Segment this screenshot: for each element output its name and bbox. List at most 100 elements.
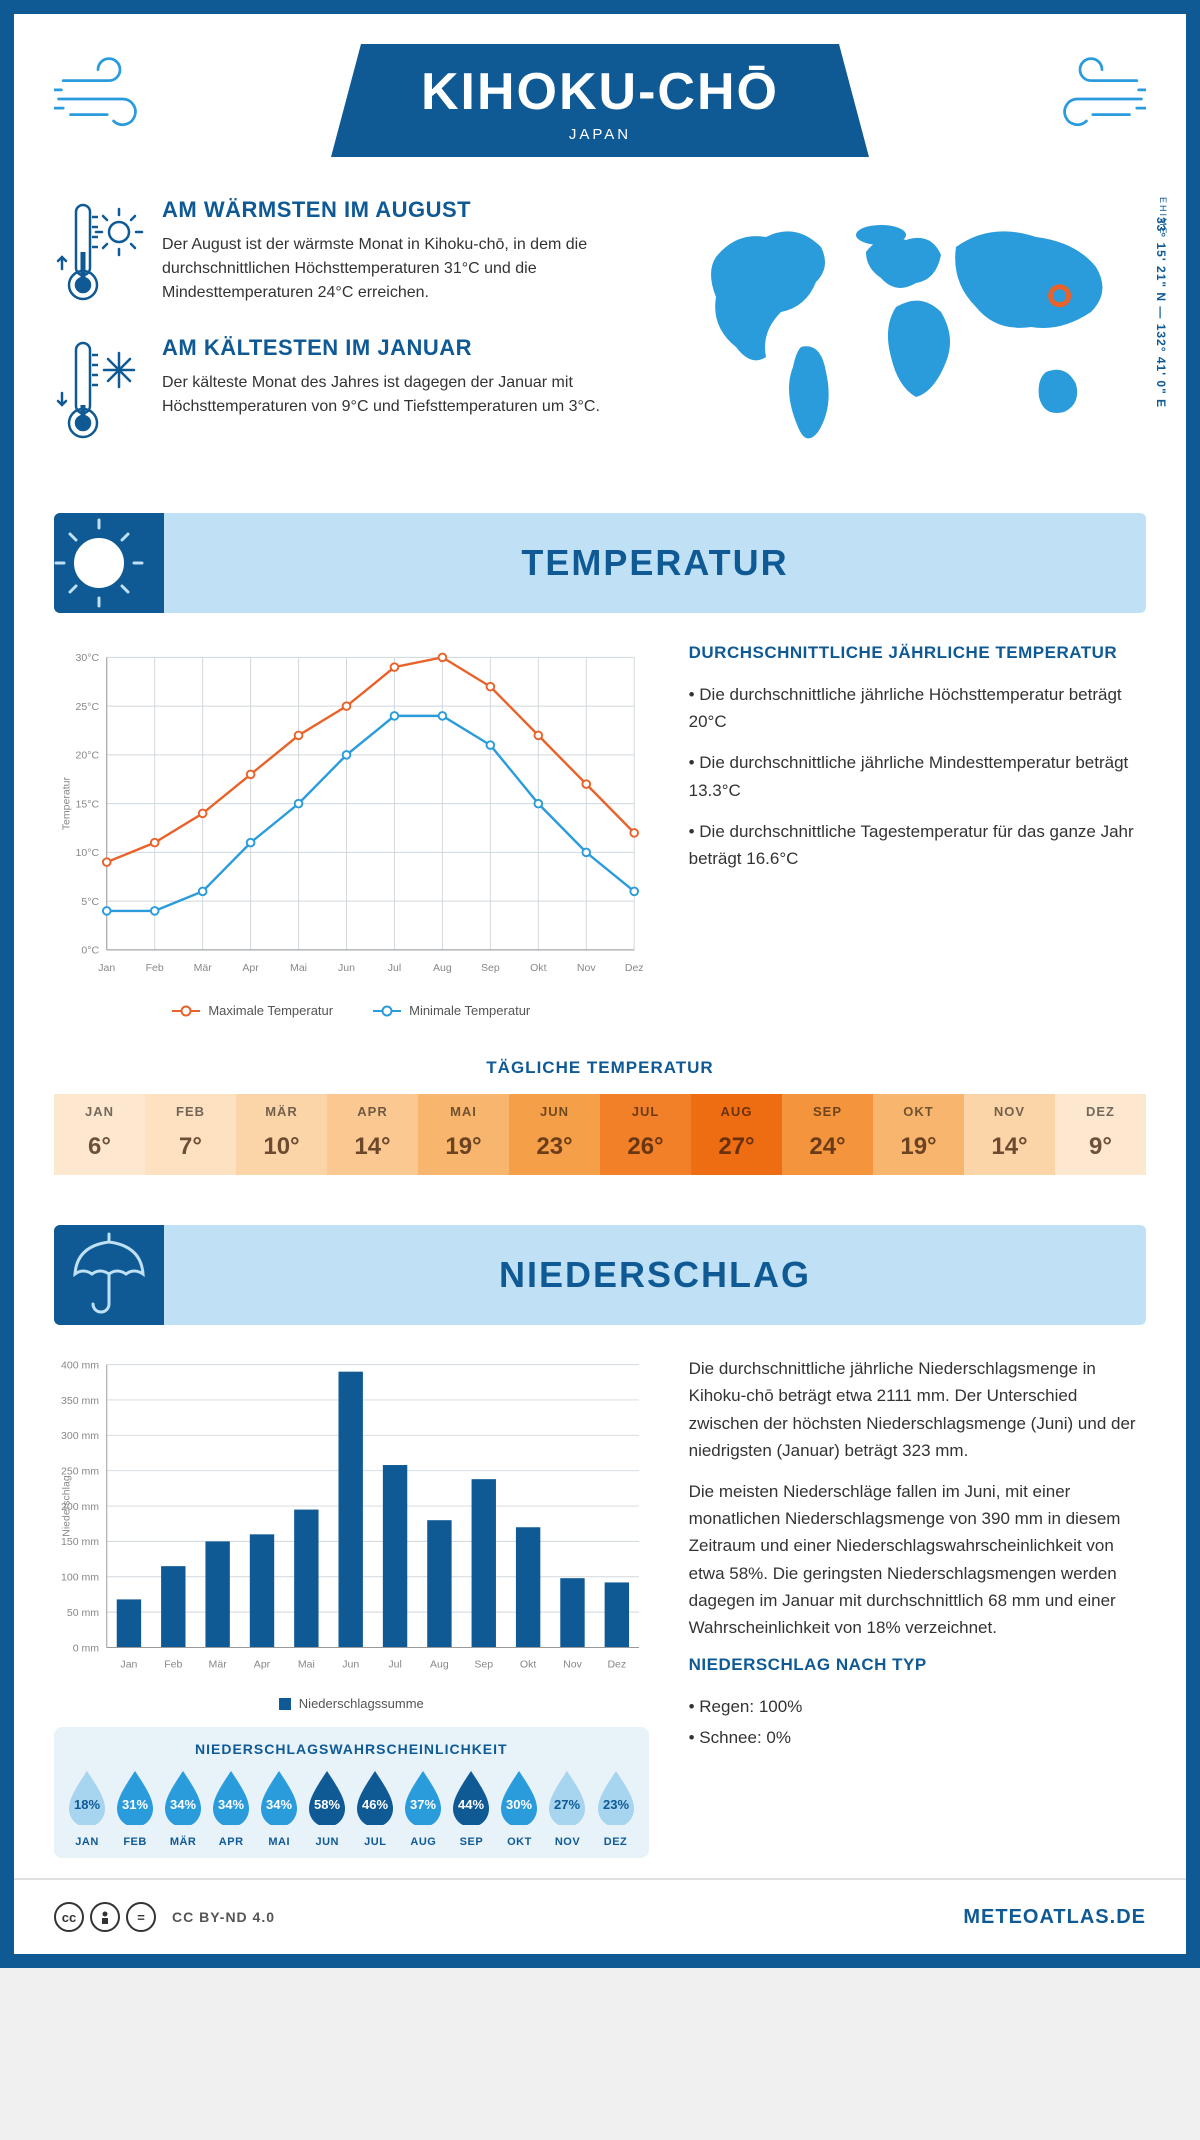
svg-text:Feb: Feb	[146, 962, 164, 974]
drop-cell: 34% APR	[208, 1769, 254, 1848]
footer: cc = CC BY-ND 4.0 METEOATLAS.DE	[14, 1878, 1186, 1954]
drop-cell: 31% FEB	[112, 1769, 158, 1848]
svg-text:10°C: 10°C	[76, 847, 100, 859]
svg-text:46%: 46%	[362, 1797, 388, 1812]
svg-text:Dez: Dez	[607, 1659, 626, 1671]
heat-cell: APR14°	[327, 1094, 418, 1175]
svg-text:44%: 44%	[458, 1797, 484, 1812]
svg-text:Nov: Nov	[577, 962, 596, 974]
svg-text:25°C: 25°C	[76, 701, 100, 713]
heat-cell: NOV14°	[964, 1094, 1055, 1175]
drop-cell: 27% NOV	[544, 1769, 590, 1848]
svg-text:150 mm: 150 mm	[61, 1536, 99, 1548]
drop-cell: 34% MÄR	[160, 1769, 206, 1848]
heat-cell: OKT19°	[873, 1094, 964, 1175]
thermometer-cold-icon	[54, 335, 144, 445]
svg-text:Nov: Nov	[563, 1659, 582, 1671]
svg-text:30%: 30%	[506, 1797, 532, 1812]
svg-text:Feb: Feb	[164, 1659, 182, 1671]
precip-type-title: NIEDERSCHLAG NACH TYP	[689, 1655, 1146, 1675]
temp-legend: .lg-line[style*="e8622a"]::after{border-…	[54, 1003, 649, 1018]
heat-cell: MAI19°	[418, 1094, 509, 1175]
svg-text:15°C: 15°C	[76, 798, 100, 810]
svg-text:Aug: Aug	[430, 1659, 449, 1671]
temperature-summary: DURCHSCHNITTLICHE JÄHRLICHE TEMPERATUR •…	[689, 643, 1146, 1018]
svg-text:Niederschlag: Niederschlag	[60, 1475, 72, 1537]
legend-max: Maximale Temperatur	[208, 1003, 333, 1018]
temp-bullet: • Die durchschnittliche jährliche Mindes…	[689, 749, 1146, 803]
svg-text:Jul: Jul	[388, 962, 401, 974]
drop-cell: 58% JUN	[304, 1769, 350, 1848]
world-map-box: EHIME 33° 15' 21" N — 132° 41' 0" E	[666, 197, 1146, 473]
heat-cell: FEB7°	[145, 1094, 236, 1175]
heat-cell: MÄR10°	[236, 1094, 327, 1175]
warmest-title: AM WÄRMSTEN IM AUGUST	[162, 197, 636, 223]
heat-cell: DEZ9°	[1055, 1094, 1146, 1175]
warmest-text: Der August ist der wärmste Monat in Kiho…	[162, 233, 636, 305]
svg-text:23%: 23%	[603, 1797, 629, 1812]
wind-icon	[54, 54, 164, 144]
sun-icon	[64, 518, 154, 608]
svg-text:Jun: Jun	[338, 962, 355, 974]
svg-text:Mär: Mär	[209, 1659, 228, 1671]
daily-temp-title: TÄGLICHE TEMPERATUR	[54, 1058, 1146, 1078]
prob-title: NIEDERSCHLAGSWAHRSCHEINLICHKEIT	[64, 1741, 639, 1757]
intro-row: AM WÄRMSTEN IM AUGUST Der August ist der…	[54, 197, 1146, 473]
svg-text:Dez: Dez	[625, 962, 644, 974]
svg-text:Jan: Jan	[120, 1659, 137, 1671]
precip-legend: Niederschlagssumme	[299, 1696, 424, 1711]
svg-text:100 mm: 100 mm	[61, 1572, 99, 1584]
license-badge: cc = CC BY-ND 4.0	[54, 1902, 275, 1932]
svg-text:34%: 34%	[266, 1797, 292, 1812]
temp-bullet: • Die durchschnittliche Tagestemperatur …	[689, 818, 1146, 872]
svg-text:58%: 58%	[314, 1797, 340, 1812]
heat-cell: JUL26°	[600, 1094, 691, 1175]
drop-cell: 30% OKT	[496, 1769, 542, 1848]
world-map-icon	[666, 197, 1146, 457]
svg-text:50 mm: 50 mm	[67, 1607, 99, 1619]
drop-cell: 44% SEP	[448, 1769, 494, 1848]
svg-text:37%: 37%	[410, 1797, 436, 1812]
svg-text:Okt: Okt	[530, 962, 546, 974]
svg-text:18%: 18%	[74, 1797, 100, 1812]
svg-text:Jan: Jan	[98, 962, 115, 974]
drop-cell: 34% MAI	[256, 1769, 302, 1848]
precip-type-line: • Regen: 100%	[689, 1693, 1146, 1720]
precipitation-summary: Die durchschnittliche jährliche Niedersc…	[689, 1355, 1146, 1858]
drop-cell: 18% JAN	[64, 1769, 110, 1848]
svg-text:350 mm: 350 mm	[61, 1395, 99, 1407]
page-subtitle: JAPAN	[421, 126, 779, 143]
heat-cell: SEP24°	[782, 1094, 873, 1175]
heat-cell: AUG27°	[691, 1094, 782, 1175]
svg-text:30°C: 30°C	[76, 652, 100, 664]
site-name: METEOATLAS.DE	[963, 1906, 1146, 1929]
infographic-page: KIHOKU-CHŌ JAPAN	[0, 0, 1200, 1968]
svg-text:0 mm: 0 mm	[73, 1643, 100, 1655]
coldest-block: AM KÄLTESTEN IM JANUAR Der kälteste Mona…	[54, 335, 636, 445]
nd-icon: =	[126, 1902, 156, 1932]
thermometer-hot-icon	[54, 197, 144, 307]
svg-text:Apr: Apr	[242, 962, 259, 974]
svg-text:Sep: Sep	[481, 962, 500, 974]
svg-text:300 mm: 300 mm	[61, 1430, 99, 1442]
precip-type-line: • Schnee: 0%	[689, 1724, 1146, 1751]
drop-cell: 23% DEZ	[593, 1769, 639, 1848]
precip-para2: Die meisten Niederschläge fallen im Juni…	[689, 1478, 1146, 1641]
temperature-title: TEMPERATUR	[164, 542, 1146, 584]
svg-text:Okt: Okt	[520, 1659, 536, 1671]
svg-text:Jul: Jul	[388, 1659, 401, 1671]
precipitation-title: NIEDERSCHLAG	[164, 1254, 1146, 1296]
daily-temp-heatmap: JAN6°FEB7°MÄR10°APR14°MAI19°JUN23°JUL26°…	[54, 1094, 1146, 1175]
svg-text:Aug: Aug	[433, 962, 452, 974]
temperature-section-header: TEMPERATUR	[54, 513, 1146, 613]
svg-text:31%: 31%	[122, 1797, 148, 1812]
drop-cell: 37% AUG	[400, 1769, 446, 1848]
cc-icon: cc	[54, 1902, 84, 1932]
header: KIHOKU-CHŌ JAPAN	[54, 44, 1146, 157]
umbrella-icon	[69, 1230, 149, 1320]
svg-text:Mai: Mai	[290, 962, 307, 974]
coldest-text: Der kälteste Monat des Jahres ist dagege…	[162, 371, 636, 419]
svg-text:34%: 34%	[218, 1797, 244, 1812]
svg-text:5°C: 5°C	[81, 896, 99, 908]
license-text: CC BY-ND 4.0	[172, 1909, 275, 1925]
